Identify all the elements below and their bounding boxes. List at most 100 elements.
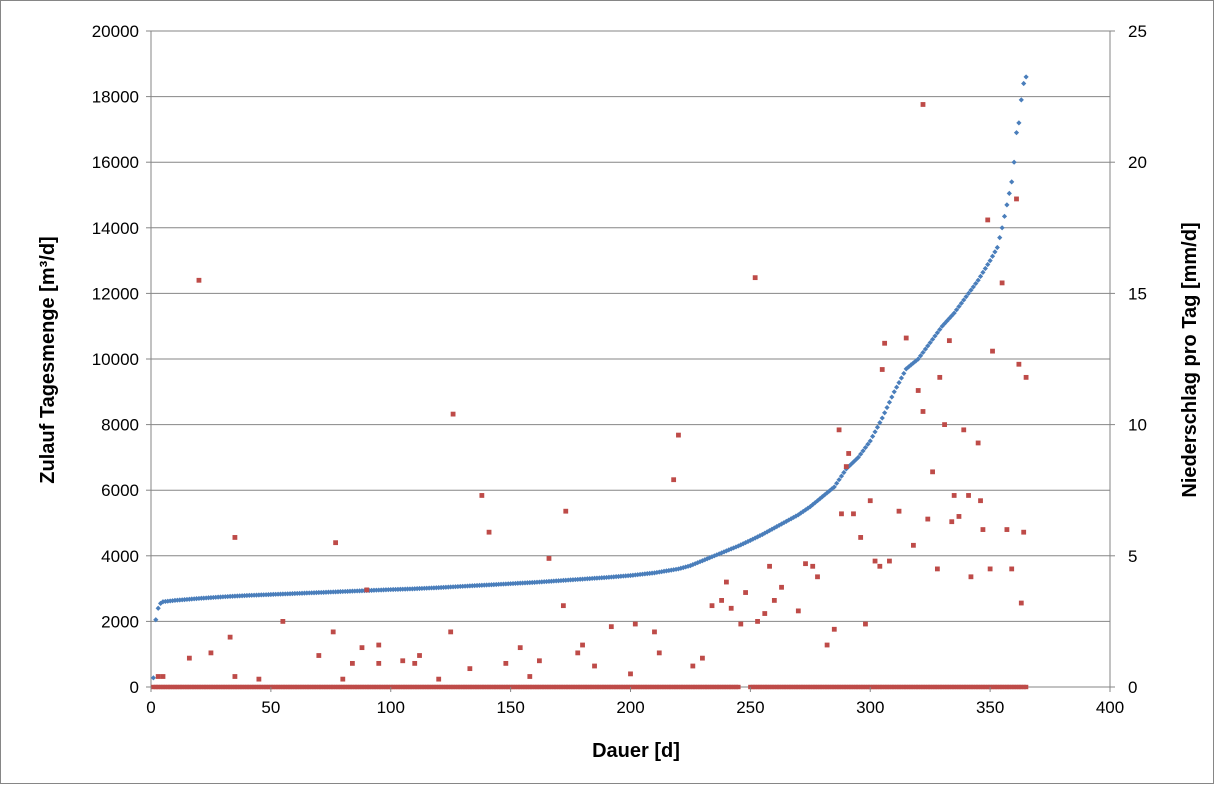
niederschlag-point [918,684,923,690]
niederschlag-point [973,684,978,690]
zulauf-point [661,568,667,574]
niederschlag-point [338,684,343,690]
niederschlag-point [836,684,842,690]
niederschlag-point [364,587,370,593]
niederschlag-point [405,684,410,690]
zulauf-point [937,326,943,333]
y-tick-label: 20000 [92,22,139,41]
zulauf-point [704,556,710,562]
niederschlag-point [630,684,636,690]
niederschlag-point [436,676,442,682]
niederschlag-point [249,684,254,690]
niederschlag-point [690,684,696,690]
x-tick-label: 250 [736,698,764,717]
niederschlag-point [290,684,295,690]
niederschlag-point [767,563,772,569]
niederschlag-point [539,684,544,690]
niederschlag-point [896,508,902,514]
niederschlag-point [705,684,710,690]
zulauf-point [826,488,833,494]
niederschlag-point [633,684,638,690]
niederschlag-point [1002,684,1007,690]
niederschlag-point [546,556,552,561]
zulauf-point [896,380,902,386]
zulauf-point [752,535,758,541]
niederschlag-point [191,684,197,690]
zulauf-point [766,527,773,534]
niederschlag-point [155,684,161,690]
niederschlag-point [951,493,957,498]
gridlines [151,30,1110,688]
niederschlag-point [1007,684,1012,690]
niederschlag-point [213,684,218,690]
niederschlag-point [609,684,614,690]
niederschlag-point [544,684,549,690]
niederschlag-point [664,684,669,690]
zulauf-point [824,490,830,496]
zulauf-point [882,410,888,416]
zulauf-point [934,330,940,336]
niederschlag-point [645,684,650,690]
niederschlag-point [585,684,590,690]
niederschlag-point [1014,684,1019,690]
niederschlag-point [182,684,187,690]
y2-axis-title: Niederschlag pro Tag [mm/d] [1179,222,1201,497]
niederschlag-point [223,684,228,690]
zulauf-point [639,571,646,577]
niederschlag-point [1011,684,1017,690]
niederschlag-point [702,684,708,690]
niederschlag-point [808,684,813,690]
niederschlag-point [724,579,729,585]
niederschlag-point [506,684,511,690]
niederschlag-point [597,684,602,690]
zulauf-point [771,525,777,531]
zulauf-point [925,343,931,349]
zulauf-point [153,617,159,623]
niederschlag-point [968,684,974,690]
niederschlag-point [1009,566,1015,572]
zulauf-point [1001,213,1008,219]
niederschlag-point [534,684,540,690]
niederschlag-point [649,684,655,690]
y-axis-ticks: 0 2000 4000 6000 8000 10000 12000 14000 16000 180… [92,22,151,697]
niederschlag-point [616,684,621,690]
zulauf-point [913,358,919,364]
niederschlag-point [827,684,832,690]
niederschlag-point [755,684,760,690]
zulauf-point [982,265,988,272]
niederschlag-point [949,519,955,525]
niederschlag-point [592,663,597,669]
niederschlag-point [985,217,991,223]
zulauf-point [917,353,924,359]
zulauf-point [927,340,933,346]
niederschlag-point [632,621,638,627]
niederschlag-point [831,626,837,632]
niederschlag-point [875,684,880,690]
niederschlag-point [453,684,458,690]
niederschlag-point [189,684,194,690]
niederschlag-point [594,684,600,690]
zulauf-point [975,277,981,283]
niederschlag-point [386,684,391,690]
y2-tick-label: 0 [1128,678,1137,697]
niederschlag-point [980,684,986,690]
niederschlag-point [335,684,341,690]
zulauf-point [872,429,878,435]
niederschlag-point [956,684,962,690]
zulauf-point [798,510,804,516]
zulauf-point [848,461,854,467]
niederschlag-point [560,603,566,609]
niederschlag-point [683,684,688,690]
niederschlag-point [903,335,909,341]
niederschlag-point [1004,527,1010,532]
niederschlag-point [307,684,312,690]
niederschlag-point [669,684,674,690]
zulauf-point [802,507,809,513]
niederschlag-point [863,684,868,690]
niederschlag-point [784,684,789,690]
niederschlag-point [218,684,223,690]
niederschlag-point [259,684,264,690]
niederschlag-point [434,684,439,690]
niederschlag-point [685,684,691,690]
niederschlag-point [340,684,345,690]
